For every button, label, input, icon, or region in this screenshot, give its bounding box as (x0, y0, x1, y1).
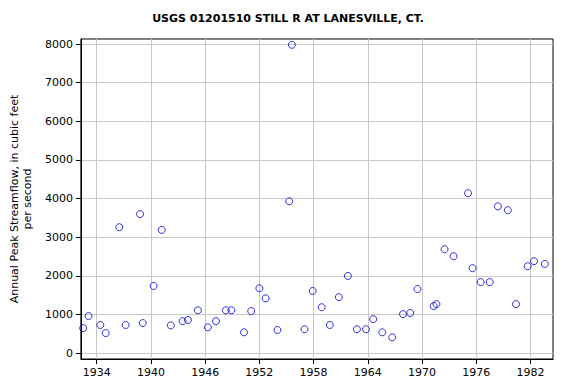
svg-text:1976: 1976 (462, 366, 490, 379)
svg-text:8000: 8000 (45, 38, 73, 51)
svg-text:5000: 5000 (45, 153, 73, 166)
svg-text:0: 0 (66, 347, 73, 360)
svg-text:1952: 1952 (245, 366, 273, 379)
svg-text:6000: 6000 (45, 115, 73, 128)
svg-text:3000: 3000 (45, 231, 73, 244)
svg-text:1958: 1958 (300, 366, 328, 379)
svg-text:1970: 1970 (408, 366, 436, 379)
svg-text:1982: 1982 (516, 366, 544, 379)
svg-text:USGS 01201510 STILL R AT LANES: USGS 01201510 STILL R AT LANESVILLE, CT. (152, 12, 424, 25)
svg-text:1000: 1000 (45, 308, 73, 321)
svg-text:7000: 7000 (45, 76, 73, 89)
svg-text:1964: 1964 (354, 366, 382, 379)
svg-text:per second: per second (21, 169, 34, 230)
svg-text:4000: 4000 (45, 192, 73, 205)
svg-text:1940: 1940 (137, 366, 165, 379)
svg-text:2000: 2000 (45, 269, 73, 282)
svg-text:Annual Peak Streamflow, in cub: Annual Peak Streamflow, in cubic feet (8, 94, 21, 303)
svg-text:1946: 1946 (191, 366, 219, 379)
svg-text:1934: 1934 (83, 366, 111, 379)
